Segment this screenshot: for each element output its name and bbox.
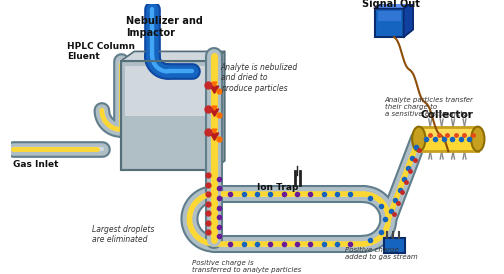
Text: Positive charge
added to gas stream: Positive charge added to gas stream xyxy=(345,247,417,260)
Polygon shape xyxy=(375,1,413,8)
Text: Nebulizer and
Impactor: Nebulizer and Impactor xyxy=(125,16,203,38)
Ellipse shape xyxy=(412,127,425,151)
Text: Signal Out: Signal Out xyxy=(362,0,420,9)
Ellipse shape xyxy=(471,127,484,151)
Text: Analyte particles transfer
their charge to
a sensitive electrometer: Analyte particles transfer their charge … xyxy=(385,97,473,117)
Polygon shape xyxy=(211,52,225,170)
FancyBboxPatch shape xyxy=(124,66,208,116)
Text: Gas Inlet: Gas Inlet xyxy=(14,160,59,169)
Text: Positive charge is
transferred to analyte particles: Positive charge is transferred to analyt… xyxy=(193,260,301,273)
Text: HPLC Column
Eluent: HPLC Column Eluent xyxy=(67,42,135,61)
Text: Analyte is nebulized
and dried to
produce particles: Analyte is nebulized and dried to produc… xyxy=(221,63,298,93)
FancyBboxPatch shape xyxy=(121,61,211,170)
FancyBboxPatch shape xyxy=(375,8,404,37)
FancyBboxPatch shape xyxy=(421,129,476,139)
Text: Largest droplets
are eliminated: Largest droplets are eliminated xyxy=(92,225,155,244)
Text: Ion Trap: Ion Trap xyxy=(257,183,298,192)
Polygon shape xyxy=(121,52,225,61)
FancyBboxPatch shape xyxy=(419,127,478,151)
FancyBboxPatch shape xyxy=(378,10,401,21)
Text: Collector: Collector xyxy=(421,110,474,121)
FancyBboxPatch shape xyxy=(384,238,405,253)
Polygon shape xyxy=(404,1,413,37)
